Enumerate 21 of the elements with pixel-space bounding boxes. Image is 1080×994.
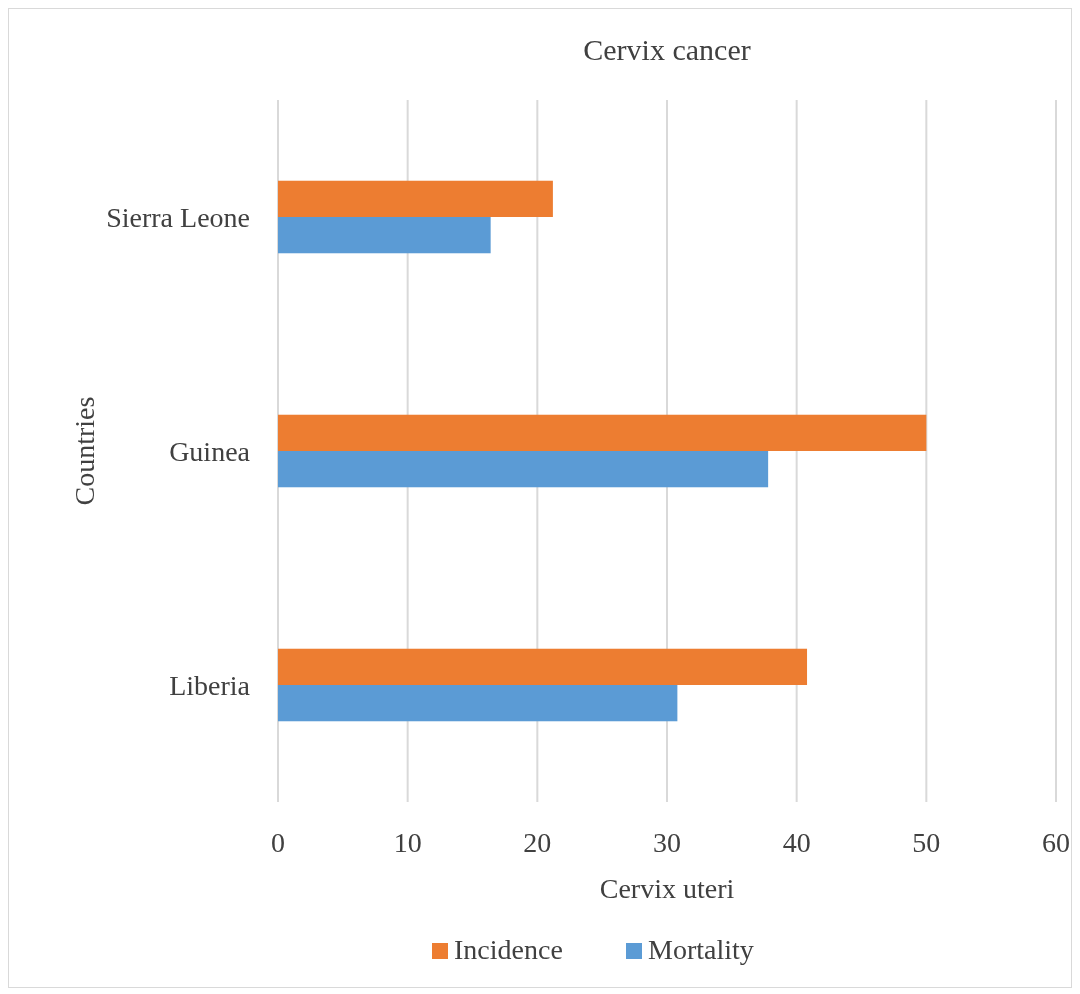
x-axis-title: Cervix uteri — [599, 873, 735, 904]
x-tick-label: 40 — [782, 827, 811, 858]
bar — [278, 685, 678, 722]
y-tick-label: Guinea — [169, 435, 251, 467]
x-tick-label: 0 — [271, 827, 285, 858]
y-axis-title: Countries — [69, 396, 100, 506]
x-tick-label: 50 — [912, 827, 941, 858]
legend-label: Incidence — [454, 934, 563, 965]
y-tick-label: Sierra Leone — [106, 201, 250, 233]
x-tick-label: 20 — [523, 827, 552, 858]
bar — [278, 451, 769, 488]
bar — [278, 217, 491, 254]
x-tick-label: 60 — [1042, 827, 1070, 858]
bar — [278, 180, 553, 217]
legend-label: Mortality — [648, 934, 754, 965]
x-tick-label: 10 — [393, 827, 422, 858]
bar — [278, 414, 927, 451]
x-tick-label: 30 — [653, 827, 681, 858]
bar — [278, 648, 808, 685]
chart-title: Cervix cancer — [583, 33, 751, 66]
y-tick-label: Liberia — [169, 669, 251, 701]
